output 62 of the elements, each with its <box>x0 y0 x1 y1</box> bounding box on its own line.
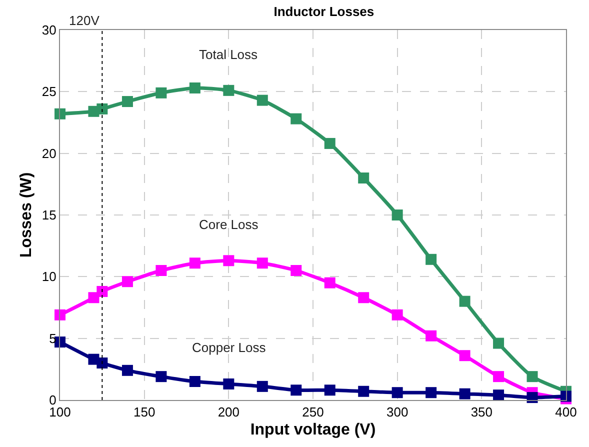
point <box>290 265 302 276</box>
point <box>358 386 370 397</box>
point <box>223 255 234 266</box>
point <box>256 94 268 106</box>
point <box>358 172 370 184</box>
x-axis-title: Input voltage (V) <box>250 421 376 438</box>
x-tick-label: 300 <box>386 404 408 420</box>
point <box>493 338 504 349</box>
point <box>223 84 234 96</box>
y-tick-label: 30 <box>42 22 56 38</box>
point <box>459 296 470 307</box>
point <box>54 108 66 120</box>
point <box>324 384 336 396</box>
x-tick-label: 250 <box>302 404 324 420</box>
x-tick-label: 400 <box>555 404 577 420</box>
point <box>156 371 167 382</box>
point <box>223 378 234 390</box>
point <box>189 82 200 94</box>
point <box>290 113 302 124</box>
point <box>459 388 470 400</box>
point <box>392 309 403 320</box>
series-label: Total Loss <box>199 47 258 62</box>
point <box>256 380 268 392</box>
point <box>96 358 108 368</box>
point <box>392 210 403 220</box>
point <box>256 258 268 269</box>
point <box>324 138 336 149</box>
y-tick-label: 25 <box>42 84 56 100</box>
point <box>156 265 167 276</box>
y-tick-label: 15 <box>42 208 56 223</box>
point <box>122 364 133 376</box>
y-axis-title: Losses (W) <box>18 172 35 258</box>
y-tick-label: 5 <box>49 330 56 346</box>
point <box>526 392 538 404</box>
point <box>493 390 504 401</box>
point <box>122 276 133 288</box>
point <box>96 103 108 114</box>
point <box>189 258 200 269</box>
point <box>392 387 403 398</box>
point <box>426 254 437 265</box>
y-tick-label: 10 <box>42 269 56 284</box>
ref-line-label: 120V <box>69 13 100 28</box>
point <box>493 371 504 382</box>
point <box>526 371 538 382</box>
point <box>358 292 370 304</box>
point <box>426 330 437 342</box>
point <box>324 277 336 288</box>
point <box>459 350 470 362</box>
point <box>290 384 302 396</box>
chart-title: Inductor Losses <box>274 4 374 19</box>
x-tick-label: 150 <box>133 404 156 420</box>
x-tick-label: 350 <box>470 404 493 420</box>
series-label: Copper Loss <box>192 340 266 355</box>
point <box>189 376 200 387</box>
point <box>426 387 437 398</box>
series-label: Core Loss <box>199 217 259 232</box>
point <box>54 309 66 320</box>
point <box>122 96 133 108</box>
point <box>96 286 108 297</box>
point <box>156 87 167 98</box>
x-tick-label: 200 <box>218 404 240 420</box>
y-tick-label: 20 <box>42 146 56 161</box>
